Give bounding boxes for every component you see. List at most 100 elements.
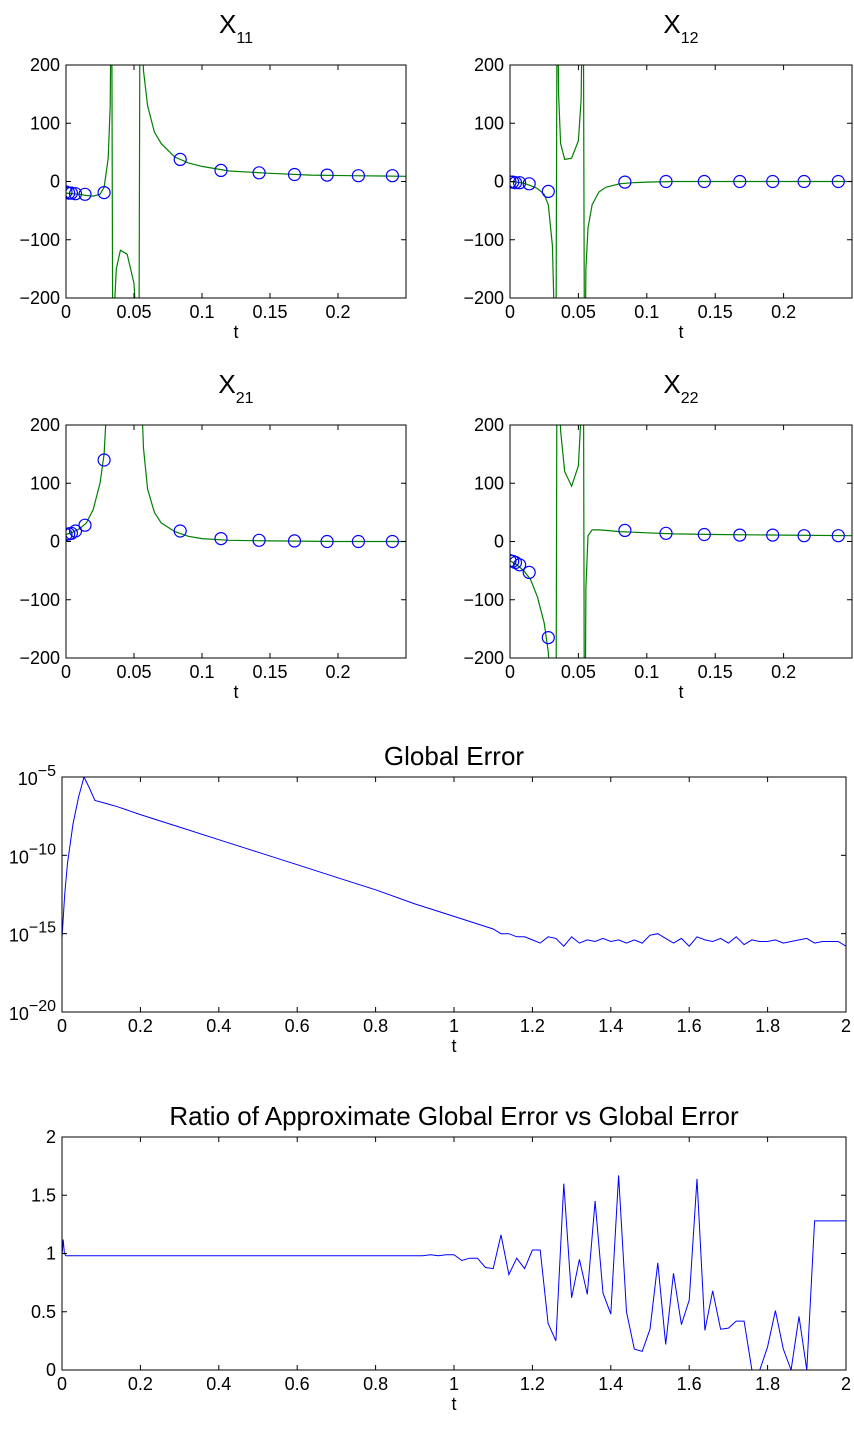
chart-title: Ratio of Approximate Global Error vs Glo… xyxy=(169,1101,739,1131)
x-tick-label: 0.2 xyxy=(325,662,350,682)
data-point xyxy=(541,630,555,645)
chart-4: 0 0.05 0.1 0.15 0.2 −200 −100 0 100 200 t X22 xyxy=(463,369,853,702)
data-point xyxy=(385,169,399,183)
x-tick-label: 0.2 xyxy=(771,302,796,322)
x-tick-label: 0.1 xyxy=(634,662,659,682)
chart-title: Global Error xyxy=(384,741,524,771)
chart-title: X12 xyxy=(663,9,698,47)
y-tick-exponent: −5 xyxy=(38,763,56,780)
plot-background xyxy=(66,65,406,298)
data-point xyxy=(618,175,632,189)
data-point xyxy=(797,174,811,189)
y-tick-label: 1.5 xyxy=(31,1185,56,1205)
x-tick-label: 1 xyxy=(449,1374,459,1394)
x-tick-label: 1 xyxy=(449,1016,459,1036)
x-axis-label: t xyxy=(678,682,683,702)
y-tick-label: 0 xyxy=(50,172,60,192)
data-point xyxy=(385,534,399,549)
chart-2: 0 0.05 0.1 0.15 0.2 −200 −100 0 100 200 t X12 xyxy=(463,9,853,342)
chart-1: 0 0.05 0.1 0.15 0.2 −200 −100 0 100 200 t X11 xyxy=(19,9,407,342)
y-tick-label: 10−5 xyxy=(18,763,56,789)
y-tick-label: 200 xyxy=(30,55,60,75)
chart-title: X11 xyxy=(219,9,253,47)
chart-title-main: X xyxy=(663,369,680,399)
data-point xyxy=(510,175,517,189)
plot-data xyxy=(62,1175,846,1370)
x-axis-label: t xyxy=(233,682,238,702)
x-tick-label: 0.05 xyxy=(561,302,596,322)
y-tick-label: −200 xyxy=(19,648,60,668)
data-point xyxy=(252,166,266,180)
chart-title-subscript: 11 xyxy=(236,30,253,47)
data-point xyxy=(287,167,302,182)
curve-line xyxy=(66,65,406,298)
data-point xyxy=(351,534,365,549)
chart-title-subscript: 12 xyxy=(681,30,699,47)
x-tick-label: 0.2 xyxy=(771,662,796,682)
x-tick-label: 0.1 xyxy=(634,302,659,322)
x-tick-label: 1.4 xyxy=(598,1374,623,1394)
data-point xyxy=(173,152,187,166)
data-point xyxy=(320,168,334,182)
data-point xyxy=(831,174,845,189)
x-tick-label: 2 xyxy=(841,1016,851,1036)
y-tick-label: 0 xyxy=(494,172,504,192)
y-tick-label: 10−15 xyxy=(9,920,56,946)
x-axis-label: t xyxy=(233,322,238,342)
y-tick-label: −100 xyxy=(19,230,60,250)
y-tick-label: 0 xyxy=(46,1360,56,1380)
data-point xyxy=(214,531,228,546)
y-tick-label: −100 xyxy=(19,590,60,610)
data-point xyxy=(66,186,78,200)
y-tick-label: 100 xyxy=(30,473,60,493)
plot-background xyxy=(62,777,846,1012)
chart-title-subscript: 21 xyxy=(236,390,254,407)
y-tick-label: −200 xyxy=(19,288,60,308)
x-tick-label: 1.6 xyxy=(677,1016,702,1036)
y-tick-label: 100 xyxy=(30,113,60,133)
y-tick-label: −200 xyxy=(463,648,504,668)
y-tick-exponent: −20 xyxy=(29,998,56,1015)
data-point xyxy=(252,533,266,547)
y-tick-label: 200 xyxy=(474,415,504,435)
chart-6: 0 0.2 0.4 0.6 0.8 1 1.2 1.4 1.6 1.8 2 0 0.5 1 1.5 2 t Rat… xyxy=(31,1101,851,1414)
chart-title-main: X xyxy=(218,369,235,399)
x-tick-label: 0.2 xyxy=(128,1016,153,1036)
data-point xyxy=(510,176,523,190)
y-tick-exponent: −15 xyxy=(29,920,56,937)
x-tick-label: 0.15 xyxy=(698,302,733,322)
chart-title: X22 xyxy=(663,369,698,407)
x-tick-label: 0.15 xyxy=(252,662,287,682)
x-tick-label: 0 xyxy=(57,1016,67,1036)
y-tick-base: 10 xyxy=(9,926,29,946)
plot-data xyxy=(66,65,406,298)
y-tick-label: 200 xyxy=(474,55,504,75)
chart-title-main: Ratio of Approximate Global Error vs Glo… xyxy=(169,1101,739,1131)
x-tick-label: 0.2 xyxy=(325,302,350,322)
x-tick-label: 0 xyxy=(61,302,71,322)
data-point xyxy=(541,184,555,198)
curve-line xyxy=(510,425,852,658)
data-point xyxy=(173,524,187,538)
data-point xyxy=(66,527,73,542)
y-tick-label: 10−10 xyxy=(9,841,56,867)
data-point xyxy=(351,169,365,183)
data-point xyxy=(659,526,673,540)
x-tick-label: 0 xyxy=(57,1374,67,1394)
chart-title-subscript: 22 xyxy=(681,390,699,407)
data-point xyxy=(214,163,228,177)
plot-data xyxy=(66,425,406,549)
x-tick-label: 1.2 xyxy=(520,1374,545,1394)
error-line xyxy=(62,777,846,947)
y-tick-label: 200 xyxy=(30,415,60,435)
data-point xyxy=(522,177,536,191)
data-point xyxy=(320,534,334,549)
x-tick-label: 0.2 xyxy=(128,1374,153,1394)
x-tick-label: 0 xyxy=(505,302,515,322)
x-tick-label: 0.8 xyxy=(363,1016,388,1036)
x-tick-label: 1.6 xyxy=(677,1374,702,1394)
y-tick-base: 10 xyxy=(18,769,38,789)
y-tick-label: −100 xyxy=(463,590,504,610)
data-point xyxy=(522,565,536,580)
